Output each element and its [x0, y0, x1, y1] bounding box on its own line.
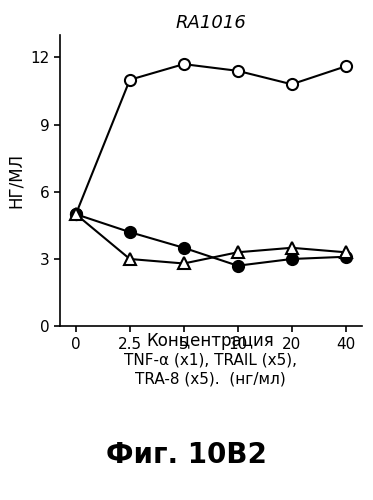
Text: Фиг. 10B2: Фиг. 10B2: [106, 441, 267, 469]
Y-axis label: НГ/МЛ: НГ/МЛ: [6, 153, 25, 208]
Title: RA1016: RA1016: [175, 14, 246, 32]
Text: TNF-α (x1), TRAIL (x5),: TNF-α (x1), TRAIL (x5),: [124, 352, 297, 368]
Text: TRA-8 (x5).  (нг/мл): TRA-8 (x5). (нг/мл): [135, 371, 286, 386]
Text: Концентрация: Концентрация: [147, 332, 275, 350]
